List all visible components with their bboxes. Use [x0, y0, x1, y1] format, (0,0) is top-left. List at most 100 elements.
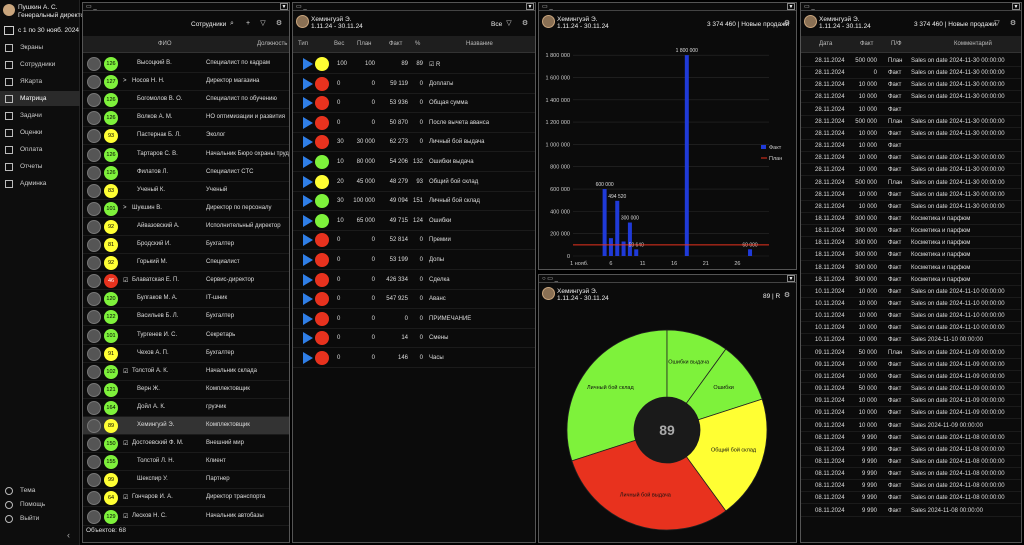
- play-icon[interactable]: [303, 58, 313, 70]
- sales-row[interactable]: 08.11.2024 9 990 Факт Sales on date 2024-11…: [801, 468, 1021, 481]
- nav-item[interactable]: Оплата: [0, 142, 80, 157]
- kpi-row[interactable]: 0 0 50 870 0 После вычета аванса: [293, 114, 535, 133]
- sales-row[interactable]: 28.11.2024 10 000 Факт Sales on date 2024-1…: [801, 152, 1021, 165]
- row-marker[interactable]: >: [123, 204, 127, 211]
- sales-row[interactable]: 08.11.2024 9 990 Факт Sales on date 2024-11…: [801, 480, 1021, 493]
- play-icon[interactable]: [303, 332, 313, 345]
- kpi-row[interactable]: 0 0 53 199 0 Допы: [293, 251, 535, 270]
- sales-row[interactable]: 28.11.2024 10 000 Факт Sales on date 2024-1…: [801, 79, 1021, 92]
- table-row[interactable]: 122 Васильев Б. Л. Бухгалтер: [83, 308, 289, 327]
- dropdown-icon[interactable]: ▼: [526, 3, 534, 10]
- sales-row[interactable]: 18.11.2024 300 000 Факт Косметика и парфюм: [801, 249, 1021, 262]
- sales-row[interactable]: 18.11.2024 300 000 Факт Косметика и парфюм: [801, 237, 1021, 250]
- play-icon[interactable]: [303, 312, 313, 325]
- sales-row[interactable]: 28.11.2024 10 000 Факт Sales on date 2024-1…: [801, 91, 1021, 104]
- filter-icon[interactable]: ▽: [260, 20, 266, 27]
- kpi-row[interactable]: 10 65 000 49 715 124 Ошибки: [293, 212, 535, 231]
- period-selector[interactable]: с 1 по 30 нояб. 2024: [18, 27, 79, 34]
- gear-icon[interactable]: ⚙: [783, 20, 791, 27]
- sales-row[interactable]: 10.11.2024 10 000 Факт Sales 2024-11-10 00:…: [801, 334, 1021, 347]
- nav-item[interactable]: Задачи: [0, 108, 80, 123]
- nav-bottom-item[interactable]: Тема: [0, 483, 80, 498]
- sales-row[interactable]: 09.11.2024 10 000 Факт Sales on date 2024-1…: [801, 395, 1021, 408]
- col-name[interactable]: ФИО: [158, 41, 172, 47]
- sales-row[interactable]: 28.11.2024 10 000 Факт: [801, 140, 1021, 153]
- nav-item[interactable]: Отчеты: [0, 159, 80, 174]
- table-row[interactable]: 46 ☑ Блаватская Е. П. Сервис-директор: [83, 272, 289, 291]
- nav-item[interactable]: Матрица: [0, 91, 80, 106]
- play-icon[interactable]: [303, 136, 313, 149]
- sales-row[interactable]: 18.11.2024 300 000 Факт Косметика и парфюм: [801, 225, 1021, 238]
- play-icon[interactable]: [303, 116, 313, 129]
- col-position[interactable]: Должность: [257, 41, 288, 47]
- kpi-row[interactable]: 20 45 000 48 279 93 Общий бой склад: [293, 173, 535, 192]
- table-row[interactable]: 120 Булгаков М. А. IT-шник: [83, 290, 289, 309]
- sales-row[interactable]: 18.11.2024 300 000 Факт Косметика и парфюм: [801, 274, 1021, 286]
- sales-row[interactable]: 09.11.2024 10 000 Факт Sales on date 2024-1…: [801, 371, 1021, 383]
- table-row[interactable]: 126 Тартаров С. В. Начальник Бюро охраны т…: [83, 146, 289, 164]
- gear-icon[interactable]: ⚙: [783, 292, 791, 299]
- row-marker[interactable]: ☑: [123, 441, 129, 448]
- nav-bottom-item[interactable]: Помощь: [0, 497, 80, 512]
- sales-row[interactable]: 10.11.2024 10 000 Факт Sales on date 2024-1…: [801, 286, 1021, 298]
- nav-item[interactable]: Сотрудники: [0, 57, 80, 72]
- sales-row[interactable]: 09.11.2024 50 000 Факт Sales on date 2024-1…: [801, 383, 1021, 396]
- kpi-filter[interactable]: Все: [491, 21, 503, 28]
- table-row[interactable]: 129 ☑ Лесков Н. С. Начальник автобазы: [83, 508, 289, 526]
- table-row[interactable]: 89 Хемингуэй Э. Комплектовщик: [83, 417, 289, 435]
- play-icon[interactable]: [303, 293, 313, 306]
- sales-row[interactable]: 08.11.2024 9 990 Факт Sales on date 2024-11…: [801, 492, 1021, 505]
- kpi-row[interactable]: 30 100 000 49 094 151 Личный бой склад: [293, 192, 535, 212]
- sales-row[interactable]: 18.11.2024 300 000 Факт Косметика и парфюм: [801, 262, 1021, 274]
- nav-item[interactable]: Админка: [0, 176, 80, 191]
- table-row[interactable]: 126 Высоцкий В. Специалист по кадрам: [83, 55, 289, 73]
- sales-row[interactable]: 09.11.2024 10 000 Факт Sales 2024-11-09 00:…: [801, 420, 1021, 432]
- sales-row[interactable]: 10.11.2024 10 000 Факт Sales on date 2024-1…: [801, 298, 1021, 310]
- table-row[interactable]: 101 > Шукшин В. Директор по персоналу: [83, 200, 289, 218]
- kpi-row[interactable]: 100 100 89 89 ☑ R: [293, 55, 535, 74]
- table-row[interactable]: 92 Горький М. Специалист: [83, 254, 289, 273]
- table-row[interactable]: 101 Тургенев И. С. Секретарь: [83, 327, 289, 345]
- kpi-row[interactable]: 30 30 000 62 273 0 Личный бой выдача: [293, 133, 535, 153]
- gear-icon[interactable]: ⚙: [275, 20, 283, 27]
- table-row[interactable]: 99 Шекспир У. Партнер: [83, 471, 289, 490]
- sales-row[interactable]: 28.11.2024 10 000 Факт Sales on date 2024-1…: [801, 128, 1021, 140]
- gear-icon[interactable]: ⚙: [1009, 20, 1017, 27]
- collapse-icon[interactable]: ‹: [67, 530, 70, 540]
- user-avatar[interactable]: [3, 4, 15, 16]
- table-row[interactable]: 164 Дойл А. К. грузчик: [83, 399, 289, 417]
- play-icon[interactable]: [303, 273, 313, 286]
- sales-row[interactable]: 08.11.2024 9 990 Факт Sales 2024-11-08 00:0…: [801, 505, 1021, 517]
- sales-row[interactable]: 09.11.2024 50 000 План Sales on date 2024-1…: [801, 347, 1021, 359]
- kpi-row[interactable]: 0 0 146 0 Часы: [293, 349, 535, 368]
- sales-row[interactable]: 28.11.2024 0 Факт Sales on date 2024-11-30 …: [801, 67, 1021, 80]
- filter-icon[interactable]: ▽: [994, 20, 1000, 27]
- nav-bottom-item[interactable]: Выйти: [0, 511, 80, 526]
- sales-row[interactable]: 08.11.2024 9 990 Факт Sales on date 2024-11…: [801, 444, 1021, 456]
- table-row[interactable]: 127 > Носов Н. Н. Директор магазина: [83, 73, 289, 92]
- kpi-row[interactable]: 0 0 426 334 0 Сделка: [293, 271, 535, 290]
- search-icon[interactable]: ⌕: [230, 20, 234, 27]
- sales-row[interactable]: 28.11.2024 10 000 Факт: [801, 104, 1021, 116]
- dropdown-icon[interactable]: ▼: [1012, 3, 1020, 10]
- nav-item[interactable]: ЯКарта: [0, 74, 80, 89]
- table-row[interactable]: 91 Чехов А. П. Бухгалтер: [83, 345, 289, 363]
- play-icon[interactable]: [303, 156, 313, 168]
- row-marker[interactable]: ☑: [123, 278, 129, 285]
- row-marker[interactable]: ☑: [123, 368, 129, 375]
- play-icon[interactable]: [303, 254, 313, 266]
- filter-icon[interactable]: ▽: [506, 20, 512, 27]
- sales-row[interactable]: 08.11.2024 9 990 Факт Sales on date 2024-11…: [801, 432, 1021, 444]
- kpi-row[interactable]: 0 0 52 814 0 Премии: [293, 231, 535, 251]
- sales-row[interactable]: 28.11.2024 500 000 План Sales on date 2024-…: [801, 116, 1021, 128]
- table-row[interactable]: 102 ☑ Толстой А. К. Начальник склада: [83, 363, 289, 381]
- col-comment[interactable]: Комментарий: [954, 41, 992, 47]
- play-icon[interactable]: [303, 195, 313, 208]
- play-icon[interactable]: [303, 77, 313, 90]
- sales-row[interactable]: 09.11.2024 10 000 Факт Sales on date 2024-1…: [801, 407, 1021, 420]
- table-row[interactable]: 121 Верн Ж. Комплектовщик: [83, 381, 289, 399]
- sales-row[interactable]: 28.11.2024 500 000 План Sales on date 2024-…: [801, 177, 1021, 189]
- play-icon[interactable]: [303, 234, 313, 247]
- sales-row[interactable]: 28.11.2024 10 000 Факт Sales on date 2024-1…: [801, 189, 1021, 201]
- play-icon[interactable]: [303, 214, 313, 227]
